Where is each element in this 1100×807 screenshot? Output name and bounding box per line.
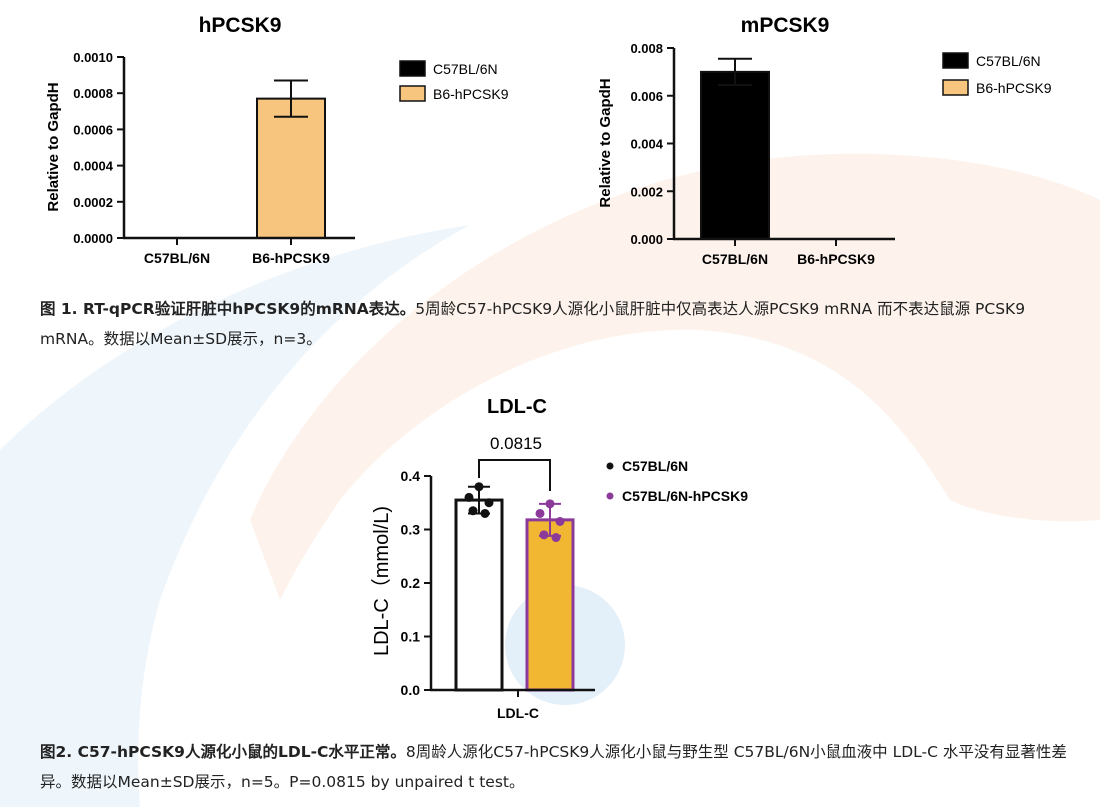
y-tick-label: 0.004 [630,137,663,152]
data-point [474,482,484,492]
figure-2-caption: 图2. C57-hPCSK9人源化小鼠的LDL-C水平正常。8周龄人源化C57-… [40,737,1070,797]
bar [525,518,575,692]
mpcsk9-chart: mPCSK9 Relative to GapdH 0.000 0.002 0.004… [597,14,1052,267]
data-point [464,492,474,502]
y-tick-label: 0.000 [630,232,663,247]
y-axis-label: Relative to GapdH [597,78,614,207]
y-axis-label: Relative to GapdH [45,82,62,211]
y-tick-label: 0.0000 [73,231,113,246]
x-tick-label: B6-hPCSK9 [797,251,875,267]
y-tick-label: 0.0010 [73,50,113,65]
y-tick-label: 0.002 [630,184,663,199]
y-tick-label: 0.3 [401,522,421,538]
chart-title: mPCSK9 [741,14,830,37]
y-tick-label: 0.2 [401,575,421,591]
legend-marker [606,462,614,470]
ldlc-chart: LDL-C LDL-C（mmol/L) 0.0 0.1 0.2 0.3 0.4 0.08… [370,396,748,721]
legend-label: C57BL/6N [976,53,1041,69]
y-tick-label: 0.0008 [73,86,113,101]
p-value-label: 0.0815 [490,434,542,453]
bg-orange-shape [250,153,1100,600]
significance-bracket [478,459,551,491]
y-tick-label: 0.008 [630,41,663,56]
figure-1-label: 图 1. RT-qPCR验证肝脏中hPCSK9的mRNA表达。 [40,300,416,318]
x-axis-label: LDL-C [497,705,539,721]
data-point [539,530,549,540]
figure-1-text: 5周龄C57-hPCSK9人源化小鼠肝脏中仅高表达人源PCSK9 mRNA 而不… [40,300,1026,348]
chart-title: LDL-C [487,396,547,418]
bg-blue-swoosh [0,225,470,807]
legend-swatch [399,85,426,102]
data-point [468,506,478,516]
x-tick-label: C57BL/6N [144,250,210,266]
data-point [535,508,545,518]
legend-label: B6-hPCSK9 [976,80,1052,96]
legend-marker [606,492,614,500]
legend-swatch [942,52,969,69]
x-tick-label: C57BL/6N [702,251,768,267]
legend-label: C57BL/6N [433,61,498,77]
bar [256,97,326,239]
y-tick-label: 0.006 [630,89,663,104]
bar [700,70,770,240]
x-tick-label: B6-hPCSK9 [252,250,330,266]
y-tick-label: 0.0004 [73,159,114,174]
y-tick-label: 0.1 [401,629,421,645]
data-point [484,498,494,508]
data-point [545,499,555,509]
data-point [480,508,490,518]
legend-swatch [399,60,426,77]
y-tick-label: 0.4 [401,468,421,484]
legend-label: C57BL/6N [622,458,688,474]
legend-label: B6-hPCSK9 [433,86,509,102]
figure-1-caption: 图 1. RT-qPCR验证肝脏中hPCSK9的mRNA表达。5周龄C57-hP… [40,294,1070,354]
y-tick-label: 0.0002 [73,195,113,210]
chart-title: hPCSK9 [199,14,282,37]
legend-swatch [942,79,969,96]
bar [454,498,504,692]
figure-2-label: 图2. C57-hPCSK9人源化小鼠的LDL-C水平正常。 [40,743,406,761]
y-axis-label: LDL-C（mmol/L) [370,506,393,656]
figure-2-text: 8周龄人源化C57-hPCSK9人源化小鼠与野生型 C57BL/6N小鼠血液中 … [40,743,1067,791]
legend-label: C57BL/6N-hPCSK9 [622,488,748,504]
hpcsk9-chart: hPCSK9 Relative to GapdH 0.0000 0.0002 0.0… [45,14,509,266]
y-tick-label: 0.0 [401,682,421,698]
data-point [555,516,565,526]
y-tick-label: 0.0006 [73,122,113,137]
data-point [551,533,561,543]
